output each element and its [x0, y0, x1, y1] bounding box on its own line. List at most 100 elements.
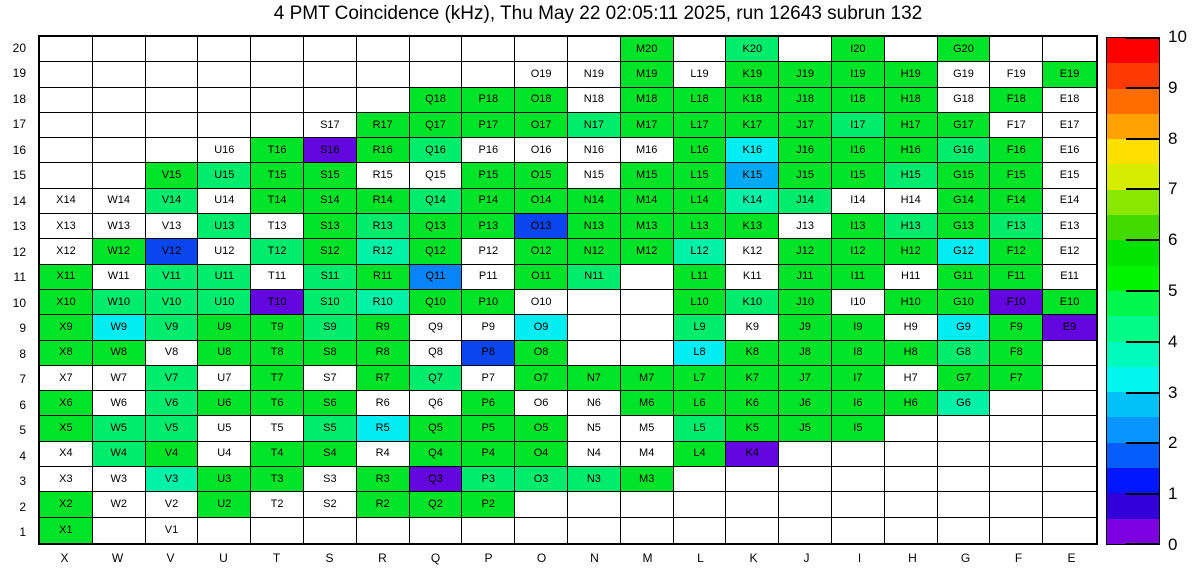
cell-empty: [673, 467, 727, 493]
cell-Q9: Q9: [409, 315, 463, 341]
cell-O3: O3: [515, 467, 568, 493]
cell-Q17: Q17: [409, 112, 463, 139]
row-label-16: 16: [12, 142, 26, 157]
cell-P14: P14: [462, 188, 516, 215]
cell-S16: S16: [303, 138, 357, 164]
colorbar-band: [1107, 215, 1159, 241]
cell-S5: S5: [303, 416, 357, 442]
row-label-14: 14: [12, 193, 26, 208]
cell-empty: [673, 492, 727, 518]
cell-I5: I5: [831, 416, 885, 442]
col-label-S: S: [325, 551, 334, 565]
cell-T9: T9: [251, 315, 304, 341]
colorbar-tick: [1126, 86, 1160, 89]
cell-empty: [990, 391, 1044, 417]
cell-J16: J16: [779, 138, 832, 164]
cell-Q6: Q6: [409, 391, 463, 417]
cell-H9: H9: [884, 315, 938, 341]
cell-empty: [1043, 441, 1096, 468]
cell-empty: [884, 416, 938, 442]
cell-H11: H11: [884, 264, 938, 290]
cell-F11: F11: [990, 264, 1044, 290]
cell-F15: F15: [990, 163, 1044, 189]
cell-empty: [145, 138, 199, 164]
cell-O4: O4: [515, 441, 568, 468]
cell-empty: [198, 62, 252, 88]
cell-V4: V4: [145, 441, 199, 468]
colorbar: 10 9 8 7 6 5 4 3 2 1 0: [1106, 27, 1196, 554]
cell-H12: H12: [884, 239, 938, 265]
row-label-8: 8: [19, 346, 26, 361]
cell-S17: S17: [303, 112, 357, 139]
cell-G12: G12: [937, 239, 991, 265]
cell-empty: [567, 492, 621, 518]
cell-V14: V14: [145, 188, 199, 215]
colorbar-band: [1107, 341, 1159, 367]
cell-F19: F19: [990, 62, 1044, 88]
cell-empty: [251, 112, 304, 139]
col-label-P: P: [484, 551, 493, 565]
cell-empty: [990, 517, 1044, 543]
row-label-9: 9: [19, 321, 26, 336]
cell-empty: [303, 62, 357, 88]
cell-P15: P15: [462, 163, 516, 189]
cell-R13: R13: [356, 214, 410, 240]
cell-empty: [831, 467, 885, 493]
colorbar-tick-label-2: 2: [1168, 433, 1178, 453]
cell-empty: [779, 37, 832, 63]
cell-W12: W12: [92, 239, 146, 265]
cell-Q15: Q15: [409, 163, 463, 189]
cell-E12: E12: [1043, 239, 1096, 265]
cell-empty: [409, 37, 463, 63]
row-label-15: 15: [12, 168, 26, 183]
cell-R9: R9: [356, 315, 410, 341]
cell-S14: S14: [303, 188, 357, 215]
cell-L17: L17: [673, 112, 727, 139]
cell-S9: S9: [303, 315, 357, 341]
cell-O18: O18: [515, 87, 568, 113]
cell-J6: J6: [779, 391, 832, 417]
cell-empty: [726, 517, 780, 543]
cell-empty: [198, 112, 252, 139]
cell-Q12: Q12: [409, 239, 463, 265]
row-label-7: 7: [19, 372, 26, 387]
cell-V2: V2: [145, 492, 199, 518]
row-label-4: 4: [19, 448, 26, 463]
cell-X12: X12: [40, 239, 93, 265]
cell-U4: U4: [198, 441, 252, 468]
cell-G20: G20: [937, 37, 991, 63]
cell-empty: [1043, 391, 1096, 417]
cell-empty: [831, 492, 885, 518]
colorbar-band: [1107, 139, 1159, 165]
col-label-R: R: [378, 551, 387, 565]
cell-R10: R10: [356, 289, 410, 316]
cell-I8: I8: [831, 340, 885, 366]
cell-I14: I14: [831, 188, 885, 215]
cell-X7: X7: [40, 365, 93, 392]
cell-W13: W13: [92, 214, 146, 240]
cell-empty: [937, 441, 991, 468]
cell-O5: O5: [515, 416, 568, 442]
cell-F18: F18: [990, 87, 1044, 113]
cell-I13: I13: [831, 214, 885, 240]
cell-Q11: Q11: [409, 264, 463, 290]
col-label-M: M: [642, 551, 653, 565]
colorbar-band: [1107, 88, 1159, 114]
cell-K20: K20: [726, 37, 780, 63]
cell-O7: O7: [515, 365, 568, 392]
cell-U5: U5: [198, 416, 252, 442]
cell-V8: V8: [145, 340, 199, 366]
cell-X8: X8: [40, 340, 93, 366]
cell-K10: K10: [726, 289, 780, 316]
cell-G18: G18: [937, 87, 991, 113]
cell-H16: H16: [884, 138, 938, 164]
cell-Q4: Q4: [409, 441, 463, 468]
cell-empty: [937, 416, 991, 442]
cell-empty: [251, 517, 304, 543]
cell-S15: S15: [303, 163, 357, 189]
cell-T6: T6: [251, 391, 304, 417]
cell-P17: P17: [462, 112, 516, 139]
cell-H8: H8: [884, 340, 938, 366]
colorbar-band: [1107, 189, 1159, 216]
row-label-18: 18: [12, 91, 26, 106]
